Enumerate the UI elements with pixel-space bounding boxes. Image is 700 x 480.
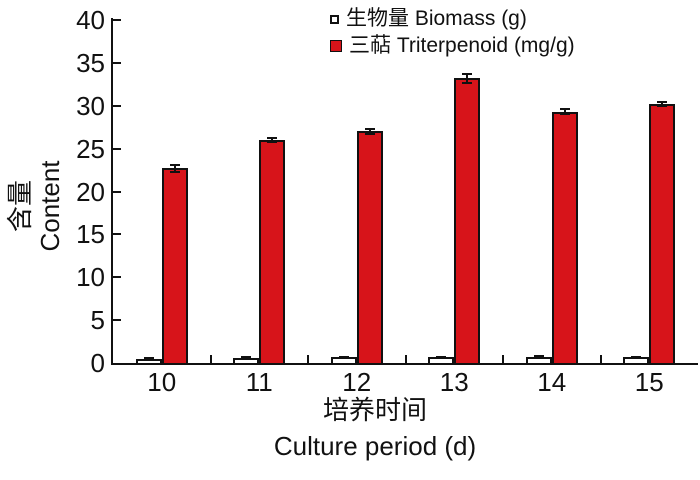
legend-label-biomass: 生物量 Biomass (g)	[346, 7, 527, 30]
y-axis-line	[111, 18, 113, 365]
open-square-icon	[330, 14, 339, 24]
legend-item-biomass: 生物量 Biomass (g)	[330, 6, 575, 32]
triterpenoid-error-bar	[564, 109, 566, 115]
y-tick	[113, 147, 121, 150]
triterpenoid-error-cap	[462, 81, 472, 84]
x-tick-label: 14	[537, 367, 567, 397]
y-tick-label: 30	[76, 90, 105, 121]
x-axis-title-en: Culture period (d)	[273, 431, 477, 461]
triterpenoid-bar	[259, 140, 285, 365]
x-tick	[209, 355, 212, 363]
triterpenoid-error-cap	[365, 127, 375, 130]
biomass-error-cap	[631, 356, 641, 359]
triterpenoid-error-cap	[560, 108, 570, 111]
biomass-error-cap	[436, 356, 446, 359]
x-axis-title-zh: 培养时间	[322, 395, 427, 425]
triterpenoid-error-cap	[462, 73, 472, 76]
y-tick	[113, 190, 121, 193]
triterpenoid-bar	[552, 112, 578, 365]
triterpenoid-bar	[649, 104, 675, 365]
triterpenoid-error-cap	[365, 133, 375, 136]
triterpenoid-error-cap	[657, 100, 667, 103]
x-tick-label: 12	[342, 367, 372, 397]
triterpenoid-error-bar	[661, 101, 663, 107]
x-tick	[404, 355, 407, 363]
triterpenoid-error-bar	[174, 164, 176, 172]
biomass-error-cap	[339, 356, 349, 359]
y-tick-label: 0	[90, 348, 105, 378]
triterpenoid-error-cap	[170, 163, 180, 166]
biomass-error-cap	[144, 358, 154, 361]
filled-square-icon	[330, 40, 342, 52]
triterpenoid-error-cap	[560, 113, 570, 116]
triterpenoid-error-bar	[369, 128, 371, 135]
triterpenoid-error-cap	[267, 141, 277, 144]
triterpenoid-bar	[162, 168, 188, 365]
x-tick	[502, 355, 504, 363]
triterpenoid-bar	[454, 78, 480, 365]
triterpenoid-bar	[357, 131, 383, 365]
y-tick	[113, 104, 121, 107]
y-tick-label: 10	[76, 262, 105, 293]
x-axis-title: 培养时间 Culture period (d)	[75, 392, 675, 464]
x-tick-label: 10	[147, 367, 177, 397]
y-tick-label: 5	[90, 305, 105, 336]
x-tick-label: 11	[245, 367, 273, 397]
legend: 生物量 Biomass (g) 三萜 Triterpenoid (mg/g)	[330, 6, 575, 59]
legend-label-triterpenoid: 三萜 Triterpenoid (mg/g)	[349, 34, 575, 57]
y-tick	[113, 276, 121, 279]
y-axis-title-zh: 含量	[5, 180, 35, 233]
triterpenoid-error-cap	[170, 170, 180, 173]
biomass-error-cap	[241, 357, 251, 360]
y-tick-label: 40	[76, 5, 105, 35]
triterpenoid-error-bar	[271, 137, 273, 143]
x-tick-label: 13	[439, 367, 469, 397]
triterpenoid-error-cap	[267, 136, 277, 139]
y-tick-label: 20	[76, 176, 105, 207]
y-tick	[113, 19, 121, 21]
y-tick-label: 25	[76, 133, 105, 164]
y-tick-label: 15	[76, 219, 105, 250]
biomass-error-cap	[534, 355, 544, 358]
triterpenoid-error-bar	[466, 74, 468, 83]
triterpenoid-error-cap	[657, 105, 667, 108]
y-tick-label: 35	[76, 47, 105, 78]
x-tick	[307, 355, 309, 363]
x-tick	[599, 355, 602, 363]
x-tick-label: 15	[634, 367, 664, 397]
y-tick	[113, 319, 121, 322]
legend-item-triterpenoid: 三萜 Triterpenoid (mg/g)	[330, 33, 575, 59]
y-tick	[113, 61, 121, 64]
x-axis-line	[111, 363, 698, 365]
y-tick	[113, 233, 121, 236]
